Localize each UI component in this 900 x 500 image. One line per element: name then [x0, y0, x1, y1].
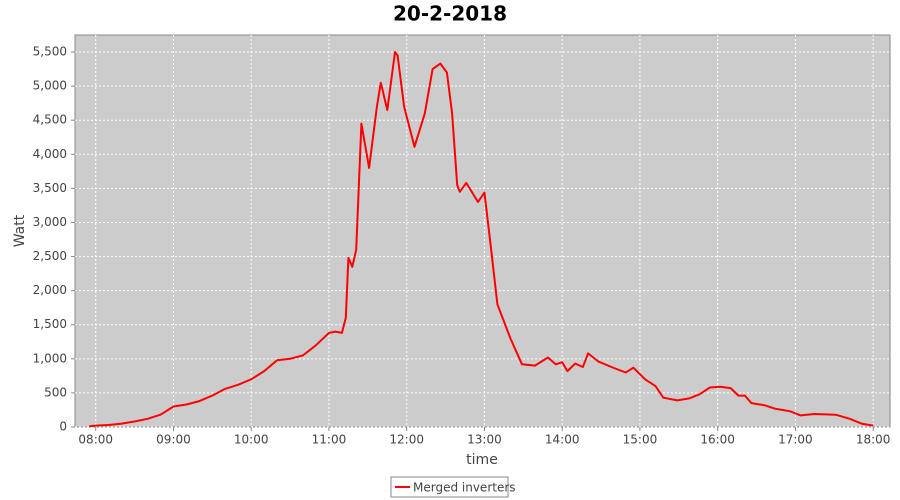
y-tick-label: 3,000: [33, 215, 67, 229]
y-tick-label: 0: [59, 420, 67, 434]
legend-label: Merged inverters: [413, 481, 516, 495]
x-tick-label: 18:00: [856, 433, 891, 447]
chart-title: 20-2-2018: [393, 2, 507, 26]
x-tick-label: 11:00: [312, 433, 347, 447]
y-tick-label: 5,500: [33, 45, 67, 59]
y-tick-label: 2,000: [33, 283, 67, 297]
y-tick-label: 1,000: [33, 351, 67, 365]
y-tick-label: 4,000: [33, 147, 67, 161]
y-axis-label: Watt: [12, 214, 28, 247]
x-tick-label: 13:00: [467, 433, 502, 447]
y-tick-label: 4,500: [33, 113, 67, 127]
y-tick-label: 500: [44, 385, 67, 399]
series-line: [89, 51, 874, 428]
x-tick-label: 12:00: [389, 433, 424, 447]
x-tick-label: 10:00: [234, 433, 269, 447]
x-tick-label: 16:00: [700, 433, 735, 447]
x-axis-label: time: [466, 452, 498, 468]
x-tick-label: 09:00: [156, 433, 191, 447]
y-tick-label: 1,500: [33, 317, 67, 331]
plot-area: [74, 34, 891, 428]
y-tick-label: 5,000: [33, 79, 67, 93]
legend-box: [390, 476, 509, 498]
x-tick-label: 17:00: [778, 433, 813, 447]
y-tick-label: 2,500: [33, 249, 67, 263]
x-tick-label: 15:00: [623, 433, 658, 447]
x-tick-label: 08:00: [78, 433, 113, 447]
x-tick-label: 14:00: [545, 433, 580, 447]
y-tick-label: 3,500: [33, 181, 67, 195]
